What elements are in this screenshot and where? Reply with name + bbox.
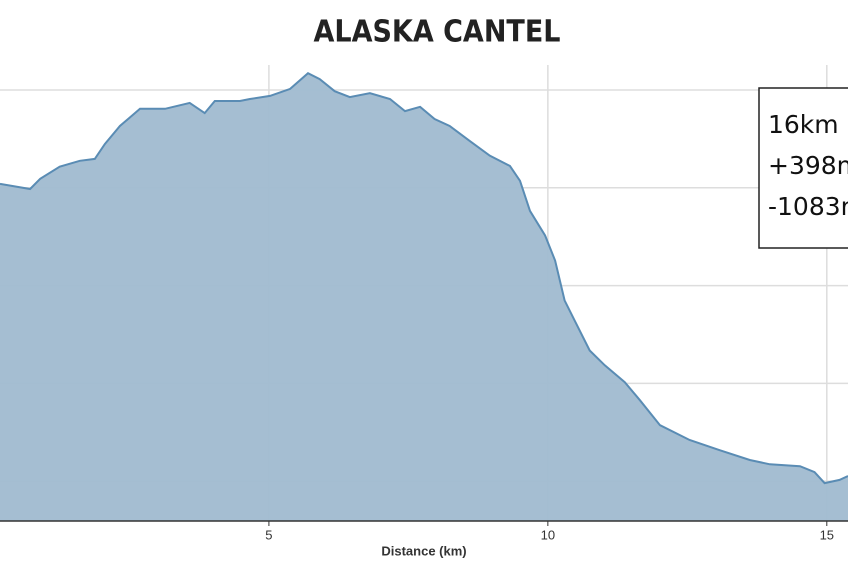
x-tick-label: 10 (541, 527, 555, 542)
elevation-area (0, 73, 848, 521)
stat-text: 16km (768, 110, 839, 139)
chart-title: ALASKA CANTEL (314, 15, 561, 50)
x-tick-label: 5 (265, 527, 272, 542)
stat-text: -1083m (768, 192, 848, 221)
elevation-line (0, 72, 848, 485)
x-axis-label: Distance (km) (381, 543, 466, 558)
x-tick-label: 15 (820, 527, 834, 542)
stats-box-frame (758, 87, 848, 249)
stats-box: 16km +398m -1083m (758, 87, 848, 249)
stat-text: +398m (768, 151, 848, 180)
